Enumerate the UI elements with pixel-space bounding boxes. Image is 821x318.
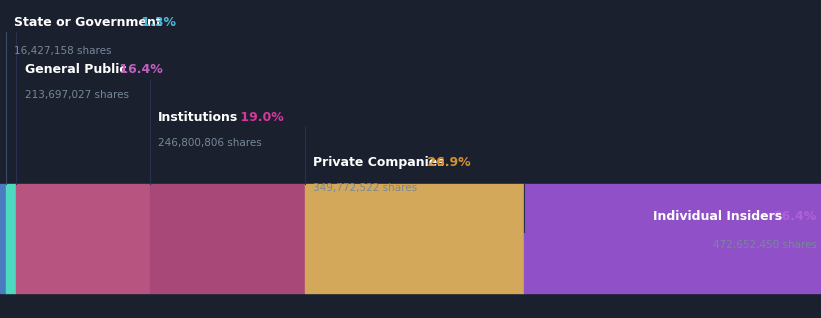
Text: 16.4%: 16.4% xyxy=(116,64,163,76)
Text: Private Companies: Private Companies xyxy=(313,156,445,169)
Text: 349,772,522 shares: 349,772,522 shares xyxy=(313,183,417,193)
Text: 213,697,027 shares: 213,697,027 shares xyxy=(25,90,129,100)
Text: 36.4%: 36.4% xyxy=(773,210,817,223)
Text: Individual Insiders: Individual Insiders xyxy=(653,210,782,223)
Bar xyxy=(6,184,16,293)
Bar xyxy=(150,184,305,293)
Bar xyxy=(525,184,821,293)
Text: State or Government: State or Government xyxy=(14,16,162,29)
Text: 19.0%: 19.0% xyxy=(236,111,284,124)
Text: Institutions: Institutions xyxy=(158,111,239,124)
Text: 246,800,806 shares: 246,800,806 shares xyxy=(158,138,262,148)
Bar xyxy=(16,184,150,293)
Text: 472,652,450 shares: 472,652,450 shares xyxy=(713,240,817,250)
Text: 26.9%: 26.9% xyxy=(424,156,471,169)
Text: General Public: General Public xyxy=(25,64,126,76)
Text: 16,427,158 shares: 16,427,158 shares xyxy=(14,46,112,56)
Bar xyxy=(305,184,525,293)
Text: 1.3%: 1.3% xyxy=(137,16,177,29)
Bar xyxy=(0,184,6,293)
